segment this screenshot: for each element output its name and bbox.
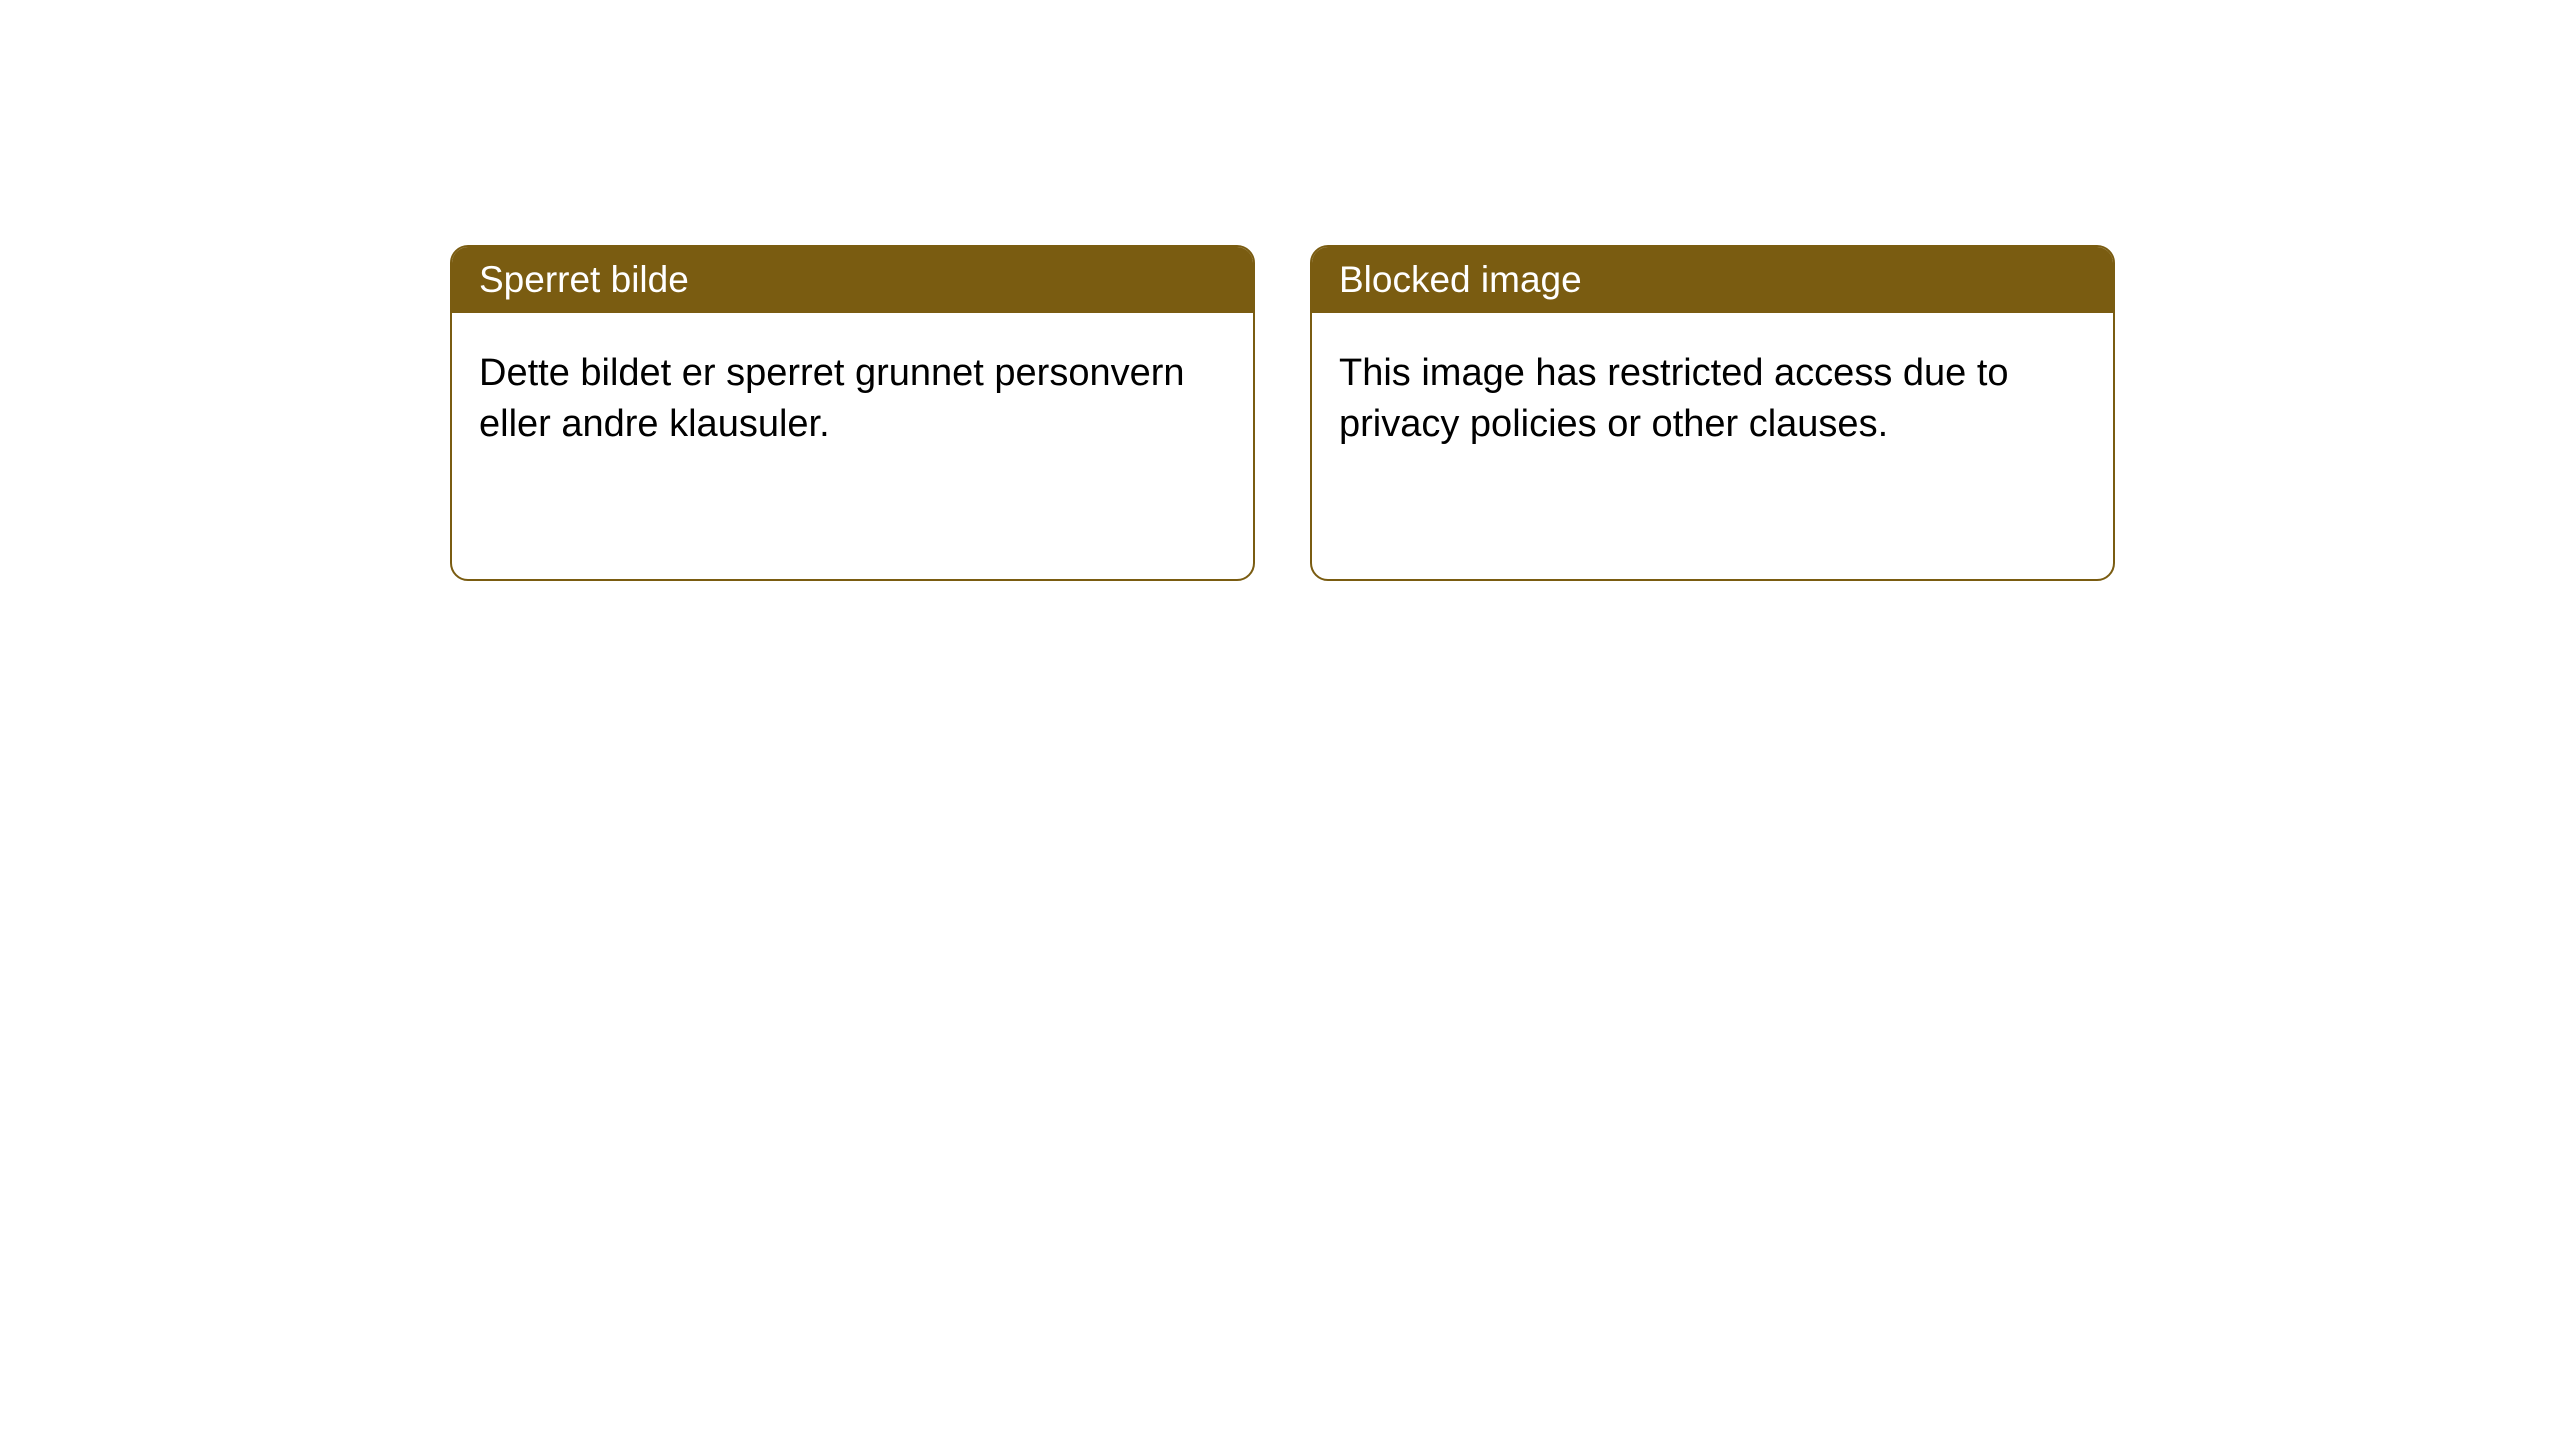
notice-box-english: Blocked image This image has restricted … bbox=[1310, 245, 2115, 581]
notice-header-norwegian: Sperret bilde bbox=[452, 247, 1253, 313]
notice-text-english: This image has restricted access due to … bbox=[1339, 352, 2009, 445]
notice-body-norwegian: Dette bildet er sperret grunnet personve… bbox=[452, 313, 1253, 486]
notice-container: Sperret bilde Dette bildet er sperret gr… bbox=[0, 0, 2560, 581]
notice-header-english: Blocked image bbox=[1312, 247, 2113, 313]
notice-body-english: This image has restricted access due to … bbox=[1312, 313, 2113, 486]
notice-box-norwegian: Sperret bilde Dette bildet er sperret gr… bbox=[450, 245, 1255, 581]
notice-title-norwegian: Sperret bilde bbox=[479, 259, 689, 300]
notice-text-norwegian: Dette bildet er sperret grunnet personve… bbox=[479, 352, 1185, 445]
notice-title-english: Blocked image bbox=[1339, 259, 1582, 300]
